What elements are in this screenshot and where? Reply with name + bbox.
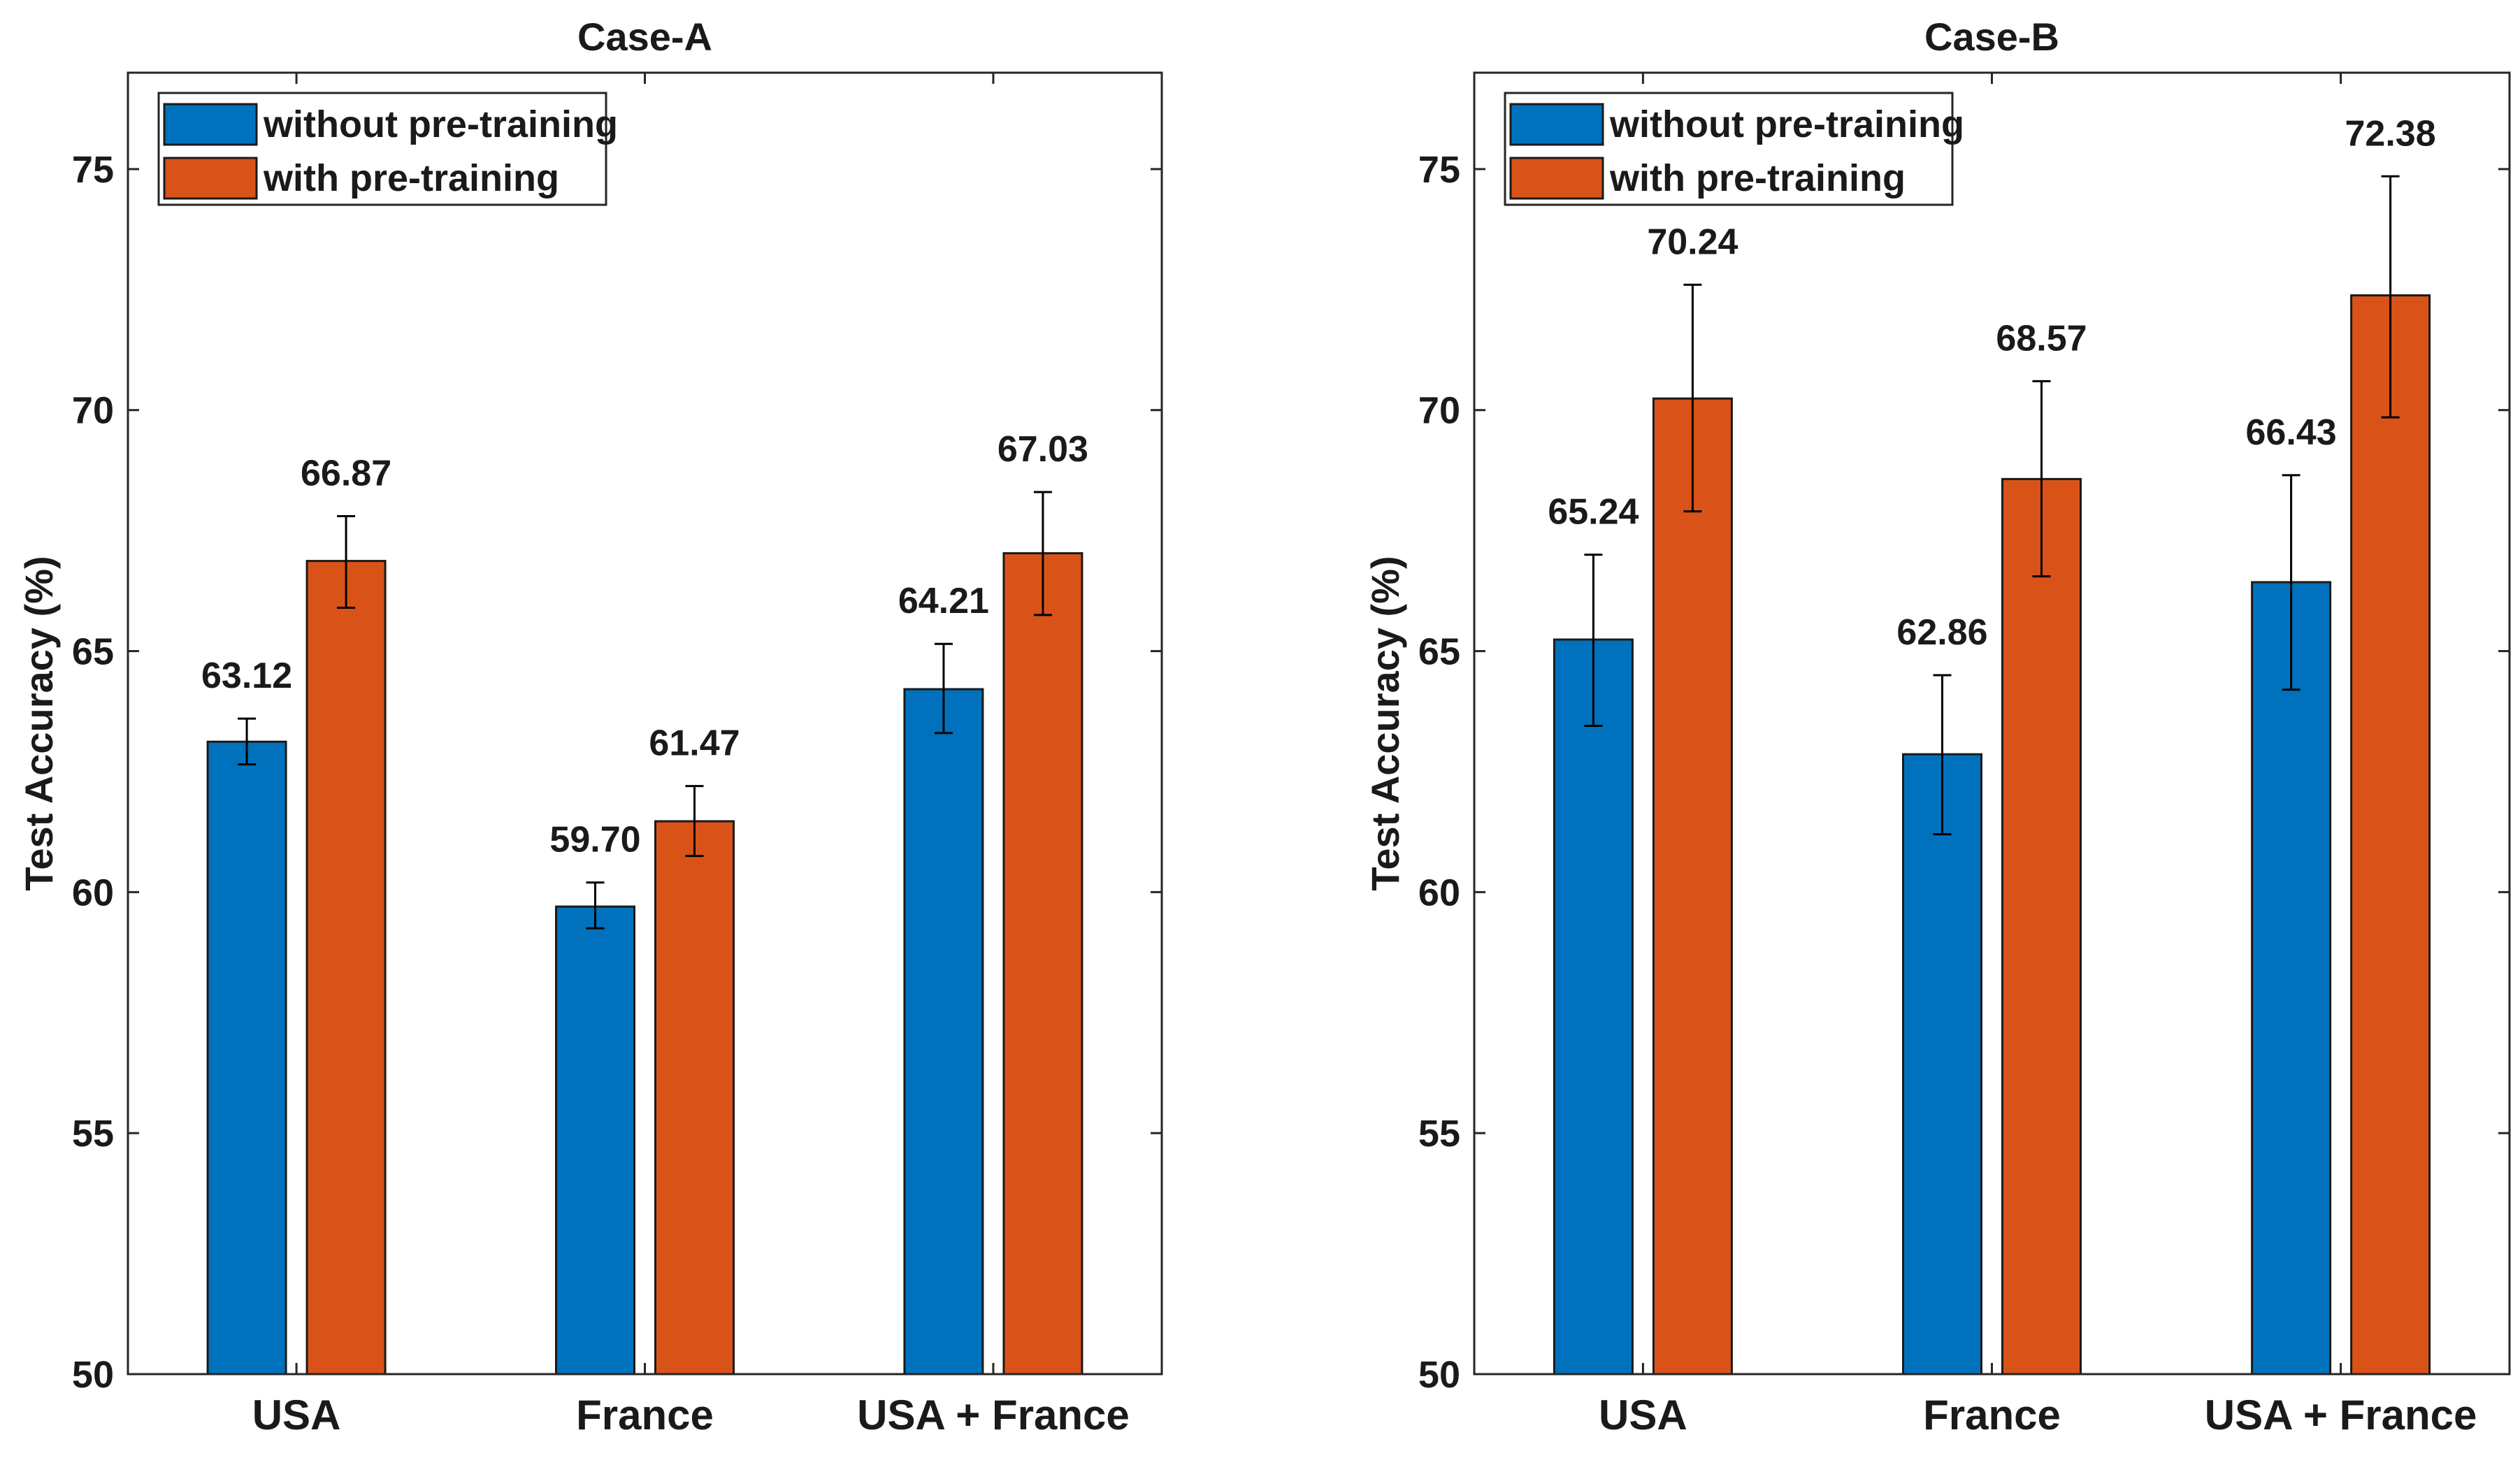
data-label: 63.12: [201, 656, 292, 696]
bar-with-pre-training-usa-france: [2350, 294, 2431, 1376]
data-label: 61.47: [649, 723, 740, 764]
error-bar: [238, 717, 257, 766]
bar-without-pre-training-usa-france: [2251, 581, 2332, 1376]
bar-with-pre-training-france: [2001, 477, 2082, 1376]
x-tick-label: USA + France: [2205, 1392, 2477, 1438]
legend: without pre-training with pre-training: [157, 92, 618, 206]
chart-title: Case-A: [577, 15, 712, 59]
bar-with-pre-training-usa: [1652, 397, 1733, 1376]
data-label: 64.21: [898, 581, 989, 621]
y-axis-label: Test Accuracy (%): [1363, 556, 1407, 890]
bar-with-pre-training-usa-france: [1002, 552, 1083, 1376]
data-label: 72.38: [2345, 113, 2436, 154]
x-tick-label: France: [1923, 1392, 2061, 1438]
error-bar: [337, 514, 356, 609]
bar-with-pre-training-usa: [305, 560, 387, 1376]
error-bar: [1584, 554, 1603, 727]
error-bar: [2282, 474, 2301, 691]
legend-swatch: [1509, 103, 1604, 146]
x-tick-label: USA + France: [857, 1392, 1130, 1438]
y-axis-label: Test Accuracy (%): [17, 556, 61, 890]
error-bar: [2381, 175, 2400, 419]
error-bar: [2032, 380, 2051, 578]
legend-label: without pre-training: [1609, 103, 1964, 145]
y-tick-label: 65: [72, 631, 114, 673]
data-label: 62.86: [1896, 612, 1987, 653]
y-tick-label: 70: [72, 390, 114, 432]
error-bar: [685, 785, 704, 858]
y-tick-label: 50: [72, 1354, 114, 1396]
legend-label: without pre-training: [263, 103, 618, 145]
y-tick-label: 55: [72, 1113, 114, 1155]
error-bar: [1933, 674, 1952, 836]
chart-panel-case-b: 65.24 70.24 USA 62.86 68.57 France 66.43 72.38 U…: [1363, 15, 2511, 1438]
bar-without-pre-training-usa: [1553, 638, 1634, 1376]
bar-without-pre-training-france: [1902, 753, 1982, 1376]
bar-without-pre-training-usa: [206, 740, 287, 1376]
x-tick-label: USA: [1599, 1392, 1687, 1438]
legend-swatch: [163, 103, 258, 146]
chart-title: Case-B: [1924, 15, 2059, 59]
legend-label: with pre-training: [263, 157, 559, 199]
y-tick-label: 75: [1418, 149, 1460, 191]
y-tick-label: 55: [1418, 1113, 1460, 1155]
legend-label: with pre-training: [1609, 157, 1906, 199]
x-tick-label: France: [576, 1392, 714, 1438]
data-label: 68.57: [1996, 318, 2087, 359]
error-bar: [586, 881, 605, 930]
data-label: 67.03: [998, 429, 1088, 470]
legend-swatch: [163, 157, 258, 200]
error-bar: [1033, 491, 1052, 616]
legend: without pre-training with pre-training: [1504, 92, 1964, 206]
y-tick-label: 60: [1418, 872, 1460, 914]
y-tick-label: 65: [1418, 631, 1460, 673]
chart-panel-case-a: 63.12 66.87 USA 59.70 61.47 France 64.21 67.03 U…: [17, 15, 1163, 1438]
data-label: 66.43: [2246, 412, 2337, 453]
error-bar: [934, 642, 953, 735]
y-tick-label: 75: [72, 149, 114, 191]
data-label: 59.70: [549, 820, 640, 860]
bar-without-pre-training-usa-france: [903, 688, 984, 1376]
error-bar: [1683, 283, 1702, 513]
bar-without-pre-training-france: [555, 905, 635, 1376]
y-tick-label: 50: [1418, 1354, 1460, 1396]
legend-swatch: [1509, 157, 1604, 200]
bar-with-pre-training-france: [654, 820, 735, 1376]
y-tick-label: 60: [72, 872, 114, 914]
data-label: 70.24: [1647, 222, 1738, 262]
data-label: 66.87: [301, 453, 391, 493]
x-tick-label: USA: [252, 1392, 341, 1438]
data-label: 65.24: [1548, 492, 1639, 533]
y-tick-label: 70: [1418, 390, 1460, 432]
